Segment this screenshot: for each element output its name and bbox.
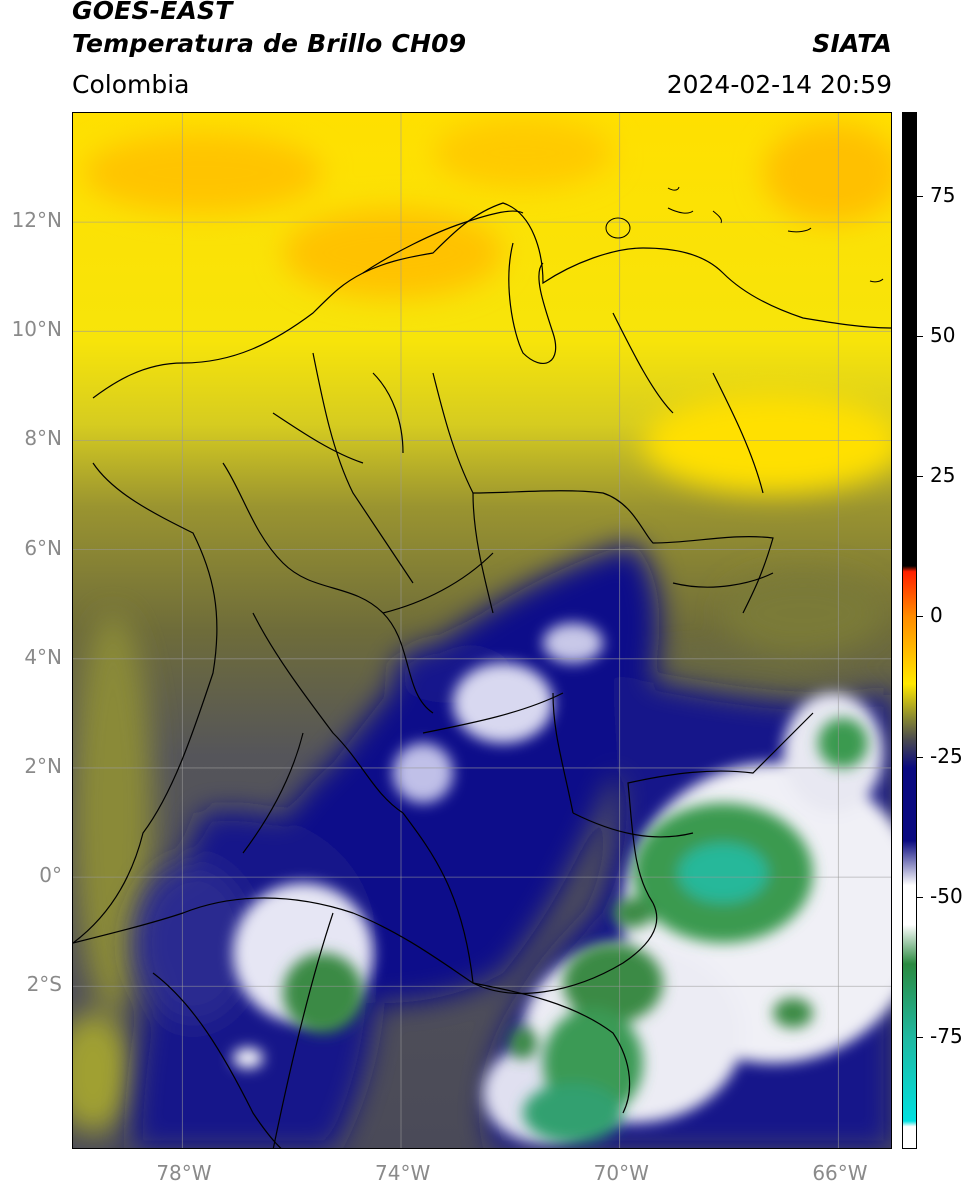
region-label: Colombia [72,70,190,99]
colorbar-tick-mark [917,476,923,478]
brightness-temperature-map [73,113,891,1148]
colorbar-tick-label: -50 [930,883,963,908]
latitude-tick-label: 10°N [11,317,62,342]
colorbar-tick-mark [917,756,923,758]
longitude-tick-label: 70°W [593,1161,649,1185]
latitude-tick-label: 8°N [24,426,62,451]
colorbar-tick-mark [917,1036,923,1038]
colorbar-tick-mark [917,616,923,618]
source-label: SIATA [812,29,892,58]
colorbar-tick-label: 75 [930,183,956,208]
longitude-tick-label: 78°W [156,1161,212,1185]
longitude-tick-label: 74°W [375,1161,431,1185]
colorbar-tick-mark [917,196,923,198]
colorbar-tick-label: 25 [930,463,956,488]
colorbar-tick-label: -75 [930,1023,963,1048]
country-borders [73,202,891,1148]
latitude-tick-label: 6°N [24,535,62,560]
title-satellite: GOES-EAST [72,0,233,25]
colorbar [902,112,917,1149]
datetime-label: 2024-02-14 20:59 [666,70,892,99]
latitude-tick-label: 4°N [24,644,62,669]
colorbar-tick-mark [917,896,923,898]
latitude-tick-label: 0° [39,863,62,888]
coldest-cloud-tops [283,718,868,1143]
colorbar-tick-label: -25 [930,743,963,768]
latitude-tick-label: 2°S [26,972,62,997]
colorbar-tick-mark [917,336,923,338]
colorbar-frame [902,112,917,1149]
title-product: Temperatura de Brillo CH09 [72,29,467,58]
colorbar-gradient [902,112,917,1149]
latitude-tick-label: 2°N [24,753,62,778]
longitude-tick-label: 66°W [812,1161,868,1185]
island-outlines [605,186,884,283]
colorbar-tick-label: 50 [930,323,956,348]
map-gridlines [73,113,891,1148]
latitude-tick-label: 12°N [11,208,62,233]
colorbar-tick-label: 0 [930,603,943,628]
map-panel [72,112,892,1149]
